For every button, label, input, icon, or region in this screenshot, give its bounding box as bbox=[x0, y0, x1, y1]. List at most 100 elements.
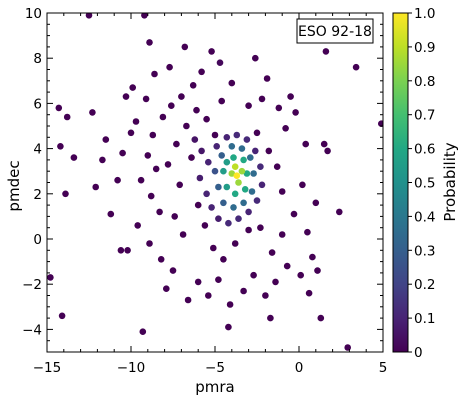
colorbar-tick-label: 0.8 bbox=[414, 74, 435, 90]
data-point bbox=[151, 70, 158, 78]
data-point bbox=[233, 131, 241, 139]
data-point bbox=[215, 215, 222, 222]
data-point bbox=[233, 172, 241, 179]
y-tick-label: 0 bbox=[33, 232, 42, 248]
annotation-label: ESO 92-18 bbox=[298, 24, 372, 40]
data-point bbox=[92, 183, 99, 191]
data-point bbox=[267, 314, 274, 322]
data-point bbox=[169, 267, 177, 274]
data-point bbox=[132, 118, 140, 125]
colorbar-tick-label: 0.3 bbox=[414, 243, 435, 259]
data-point bbox=[117, 247, 125, 254]
y-tick-label: 8 bbox=[33, 51, 42, 67]
data-point bbox=[164, 161, 172, 168]
data-point bbox=[220, 199, 227, 207]
y-tick-label: 4 bbox=[33, 142, 42, 158]
data-point bbox=[312, 199, 320, 207]
data-point bbox=[89, 109, 96, 116]
data-point bbox=[240, 156, 247, 164]
data-point bbox=[203, 115, 210, 123]
colorbar: 0 0.1 0.2 0.3 0.4 0.5 0.6 0.7 0.8 0.9 1.0 Probabil… bbox=[392, 6, 459, 361]
data-point bbox=[188, 154, 195, 161]
data-point bbox=[189, 82, 197, 89]
data-point bbox=[297, 271, 305, 279]
data-point bbox=[201, 222, 209, 229]
data-point bbox=[213, 143, 220, 150]
data-point bbox=[134, 222, 141, 229]
data-point bbox=[240, 199, 247, 207]
data-points bbox=[47, 13, 383, 351]
data-point bbox=[102, 136, 110, 143]
data-point bbox=[223, 183, 231, 191]
data-point bbox=[257, 224, 264, 231]
data-point bbox=[287, 93, 294, 100]
colorbar-tick-label: 0.5 bbox=[414, 176, 435, 192]
x-tick-label: 0 bbox=[295, 360, 304, 376]
x-tick-label: −5 bbox=[205, 360, 225, 376]
data-point bbox=[156, 208, 163, 216]
data-point bbox=[272, 278, 279, 286]
x-tick-label: 5 bbox=[379, 360, 388, 376]
colorbar-tick-label: 0.4 bbox=[414, 209, 435, 225]
data-point bbox=[322, 48, 330, 55]
data-point bbox=[231, 190, 239, 198]
data-point bbox=[231, 163, 239, 170]
y-tick-label: −4 bbox=[22, 322, 42, 338]
data-point bbox=[305, 289, 313, 297]
data-point bbox=[157, 255, 165, 263]
data-point bbox=[228, 143, 236, 150]
data-point bbox=[320, 140, 328, 148]
colorbar-tick-label: 0.7 bbox=[414, 108, 435, 124]
data-point bbox=[70, 154, 78, 161]
data-point bbox=[263, 75, 271, 82]
data-point bbox=[230, 204, 237, 211]
data-point bbox=[252, 147, 259, 155]
data-point bbox=[238, 167, 246, 175]
data-point bbox=[352, 63, 360, 71]
data-point bbox=[258, 181, 266, 189]
data-point bbox=[302, 140, 310, 148]
data-point bbox=[107, 210, 115, 218]
data-point bbox=[142, 95, 150, 103]
data-point bbox=[324, 147, 331, 155]
data-point bbox=[191, 136, 199, 143]
plot-frame bbox=[46, 12, 384, 353]
data-point bbox=[238, 145, 246, 152]
data-point bbox=[344, 344, 352, 351]
data-point bbox=[245, 208, 252, 216]
data-point bbox=[196, 174, 204, 182]
colorbar-gradient bbox=[392, 12, 409, 353]
data-point bbox=[58, 312, 66, 320]
data-point bbox=[278, 231, 286, 238]
data-point bbox=[211, 131, 219, 139]
data-point bbox=[203, 190, 210, 198]
colorbar-tick-label: 0 bbox=[414, 345, 423, 361]
data-point bbox=[336, 208, 343, 216]
data-point bbox=[99, 156, 106, 164]
data-point bbox=[218, 97, 225, 105]
y-tick-label: 6 bbox=[33, 96, 42, 112]
annotation-frame bbox=[296, 18, 374, 44]
data-point bbox=[268, 249, 276, 256]
data-point bbox=[193, 106, 200, 114]
data-point bbox=[278, 188, 286, 195]
data-point bbox=[85, 13, 93, 19]
data-point bbox=[243, 170, 251, 177]
data-point bbox=[194, 201, 202, 209]
data-point bbox=[208, 48, 215, 55]
data-point bbox=[171, 213, 178, 220]
data-point bbox=[235, 179, 242, 186]
data-point bbox=[262, 292, 269, 299]
data-point bbox=[275, 104, 283, 112]
data-point bbox=[258, 95, 266, 103]
data-point bbox=[168, 102, 175, 109]
data-point bbox=[243, 136, 251, 143]
data-point bbox=[245, 102, 252, 109]
data-point bbox=[211, 167, 219, 175]
data-point bbox=[127, 129, 135, 137]
data-point bbox=[184, 296, 192, 304]
data-point bbox=[250, 271, 257, 279]
data-point bbox=[253, 129, 261, 137]
data-point bbox=[283, 262, 291, 270]
